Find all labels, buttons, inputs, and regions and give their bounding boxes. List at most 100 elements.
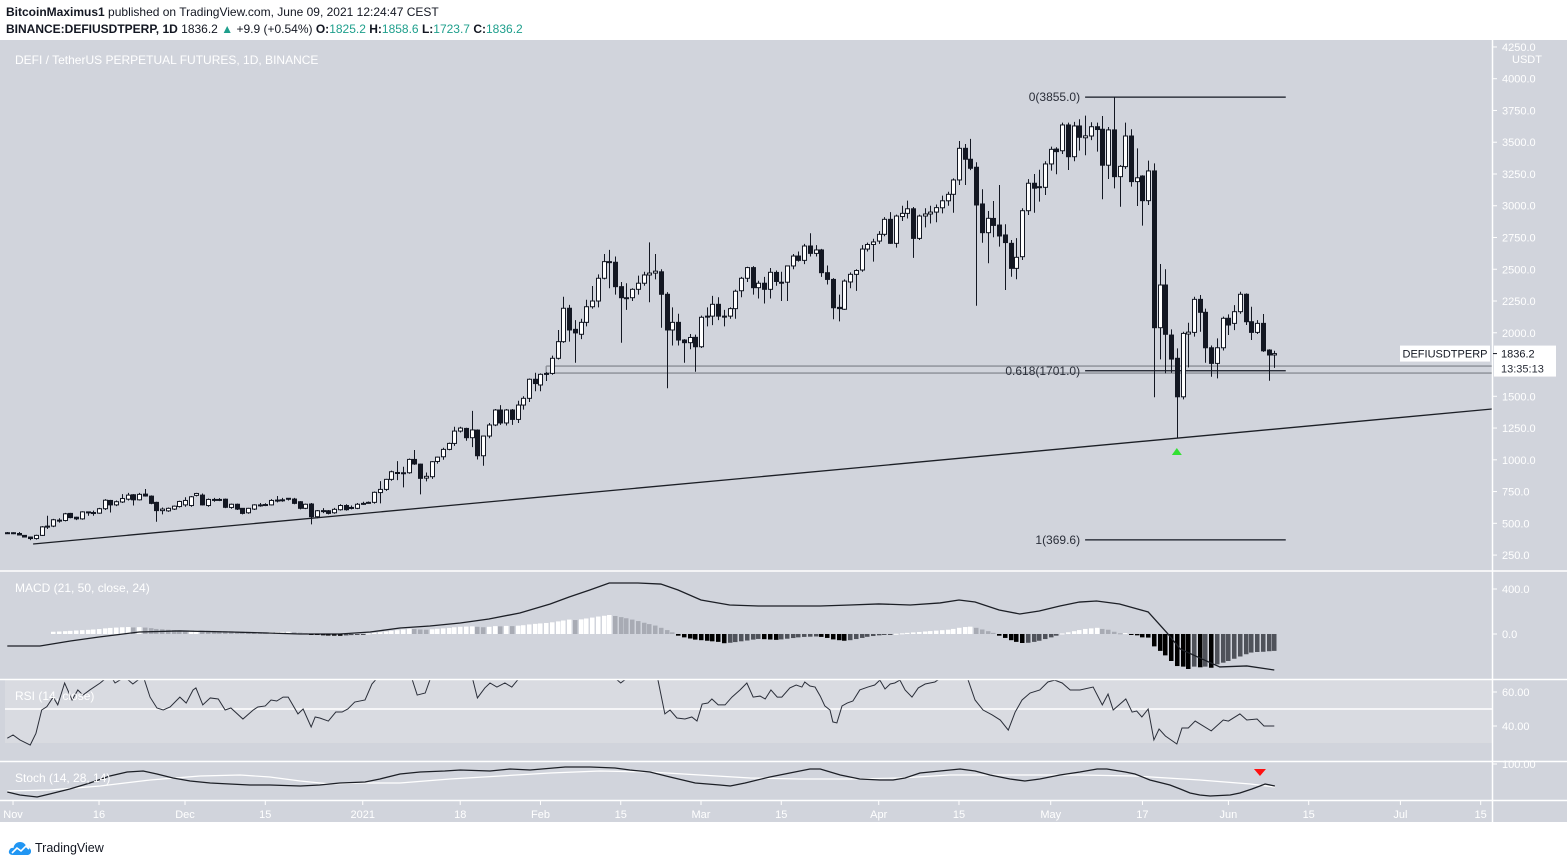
candle[interactable] bbox=[819, 248, 824, 277]
candle[interactable] bbox=[475, 429, 480, 460]
candle[interactable] bbox=[470, 410, 475, 448]
candle[interactable] bbox=[1152, 163, 1157, 398]
candle[interactable] bbox=[166, 507, 171, 512]
candle[interactable] bbox=[269, 499, 274, 506]
candle[interactable] bbox=[716, 297, 721, 321]
candle[interactable] bbox=[1209, 345, 1214, 377]
candle[interactable] bbox=[246, 507, 251, 514]
candle[interactable] bbox=[1106, 126, 1111, 179]
candle[interactable] bbox=[728, 307, 733, 319]
candle[interactable] bbox=[498, 405, 503, 425]
candle[interactable] bbox=[1089, 122, 1094, 141]
candle[interactable] bbox=[877, 231, 882, 244]
candle[interactable] bbox=[149, 495, 154, 505]
candle[interactable] bbox=[229, 503, 234, 509]
candle[interactable] bbox=[200, 493, 205, 506]
candle[interactable] bbox=[1123, 122, 1128, 169]
candle[interactable] bbox=[1244, 293, 1249, 326]
candle[interactable] bbox=[1192, 296, 1197, 337]
candle[interactable] bbox=[1066, 122, 1071, 171]
candle[interactable] bbox=[596, 274, 601, 308]
price-axis[interactable]: 4250.0 4000.0 3750.0 3500.0 3250.0 3000.0 2750… bbox=[1493, 42, 1562, 562]
candle[interactable] bbox=[401, 466, 406, 488]
candle[interactable] bbox=[435, 456, 440, 464]
candle[interactable] bbox=[108, 499, 113, 513]
candle[interactable] bbox=[624, 283, 629, 310]
candle[interactable] bbox=[1175, 348, 1180, 438]
candle[interactable] bbox=[384, 478, 389, 491]
candle[interactable] bbox=[1169, 329, 1174, 373]
candle[interactable] bbox=[395, 461, 400, 481]
candle[interactable] bbox=[710, 295, 715, 326]
candle[interactable] bbox=[177, 500, 182, 508]
candle[interactable] bbox=[733, 289, 738, 319]
candle[interactable] bbox=[888, 212, 893, 244]
candle[interactable] bbox=[258, 502, 263, 507]
candle[interactable] bbox=[808, 233, 813, 257]
candle[interactable] bbox=[693, 334, 698, 372]
candle[interactable] bbox=[447, 442, 452, 451]
candle[interactable] bbox=[252, 504, 257, 510]
candle[interactable] bbox=[17, 531, 22, 536]
candle[interactable] bbox=[114, 500, 119, 507]
candle[interactable] bbox=[980, 189, 985, 243]
candle[interactable] bbox=[1272, 350, 1277, 368]
candle[interactable] bbox=[751, 266, 756, 295]
candle[interactable] bbox=[292, 497, 297, 505]
candle[interactable] bbox=[172, 505, 177, 510]
candle[interactable] bbox=[206, 498, 211, 507]
candle[interactable] bbox=[951, 178, 956, 213]
candle[interactable] bbox=[1140, 175, 1145, 226]
candle[interactable] bbox=[5, 531, 10, 535]
candle[interactable] bbox=[80, 511, 85, 520]
candle[interactable] bbox=[355, 502, 360, 510]
candle[interactable] bbox=[240, 507, 245, 515]
candle[interactable] bbox=[86, 511, 91, 516]
candle[interactable] bbox=[1095, 122, 1100, 152]
candle[interactable] bbox=[905, 200, 910, 219]
candle[interactable] bbox=[739, 276, 744, 298]
candle[interactable] bbox=[533, 372, 538, 392]
candle[interactable] bbox=[189, 496, 194, 507]
candle[interactable] bbox=[842, 279, 847, 310]
candle[interactable] bbox=[946, 191, 951, 206]
candle[interactable] bbox=[97, 507, 102, 514]
candle[interactable] bbox=[882, 217, 887, 237]
candle[interactable] bbox=[579, 318, 584, 340]
candle[interactable] bbox=[871, 238, 876, 262]
candle[interactable] bbox=[986, 210, 991, 264]
candle[interactable] bbox=[940, 195, 945, 214]
candle[interactable] bbox=[160, 507, 165, 515]
candle[interactable] bbox=[407, 458, 412, 474]
candle[interactable] bbox=[602, 254, 607, 280]
candle[interactable] bbox=[1267, 349, 1272, 381]
candle[interactable] bbox=[630, 288, 635, 302]
candle[interactable] bbox=[361, 501, 366, 505]
candle[interactable] bbox=[424, 472, 429, 482]
candle[interactable] bbox=[699, 315, 704, 349]
candle[interactable] bbox=[997, 185, 1002, 247]
candle[interactable] bbox=[1049, 146, 1054, 171]
candle[interactable] bbox=[1037, 169, 1042, 202]
candle[interactable] bbox=[1232, 305, 1237, 331]
candle[interactable] bbox=[493, 408, 498, 427]
candle[interactable] bbox=[280, 497, 285, 502]
candle[interactable] bbox=[1181, 331, 1186, 400]
macd-pane-title[interactable]: MACD (21, 50, close, 24) bbox=[15, 581, 150, 595]
candle[interactable] bbox=[487, 422, 492, 439]
candle[interactable] bbox=[504, 408, 509, 426]
candle[interactable] bbox=[103, 499, 108, 510]
candle[interactable] bbox=[372, 491, 377, 504]
candle[interactable] bbox=[194, 492, 199, 497]
candle[interactable] bbox=[338, 504, 343, 511]
candle[interactable] bbox=[1072, 121, 1077, 162]
candle[interactable] bbox=[441, 447, 446, 460]
candle[interactable] bbox=[768, 267, 773, 299]
candle[interactable] bbox=[1255, 320, 1260, 335]
candle[interactable] bbox=[538, 373, 543, 392]
candle[interactable] bbox=[68, 512, 73, 519]
candle[interactable] bbox=[974, 162, 979, 306]
candle[interactable] bbox=[779, 271, 784, 302]
candle[interactable] bbox=[963, 144, 968, 186]
candle[interactable] bbox=[584, 299, 589, 327]
